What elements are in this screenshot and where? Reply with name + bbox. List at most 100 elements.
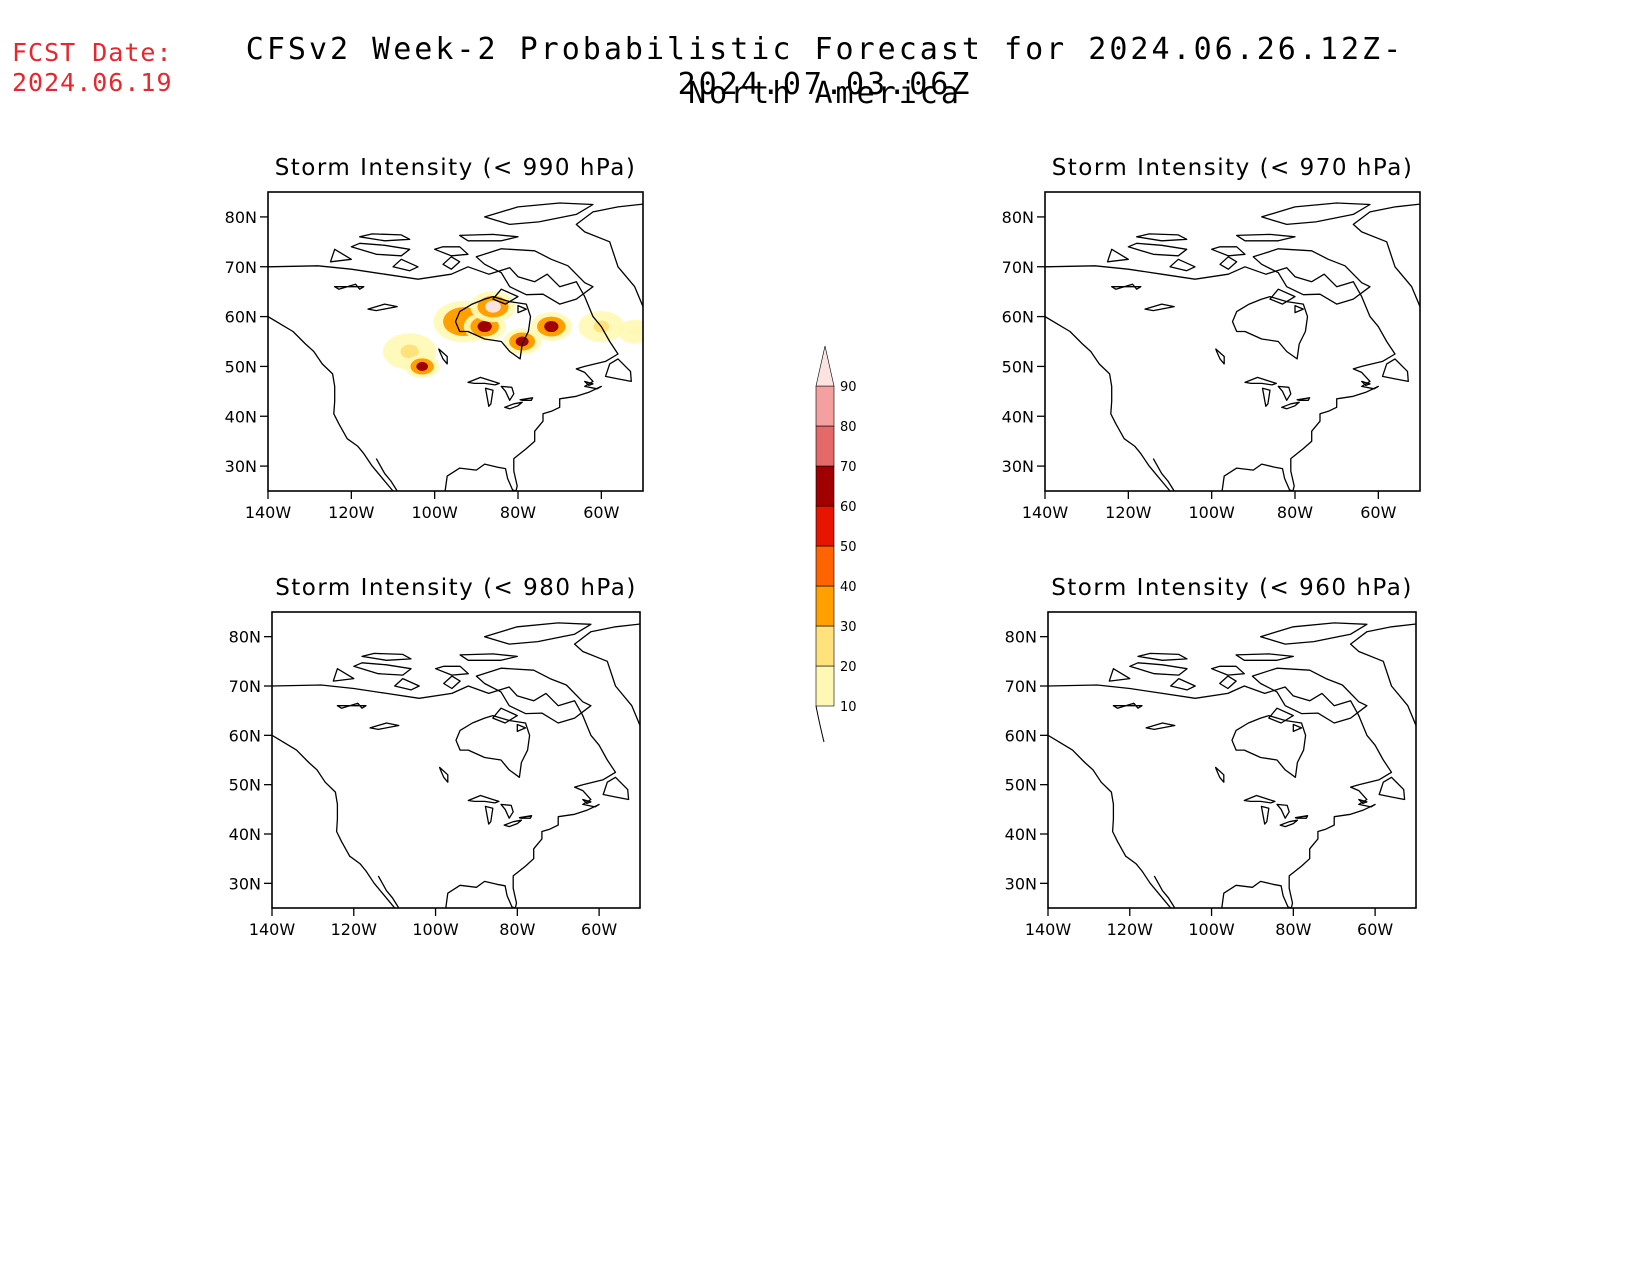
island-outline bbox=[459, 653, 518, 661]
panel-title: Storm Intensity (< 960 hPa) bbox=[1051, 575, 1413, 601]
island-outline bbox=[332, 668, 355, 682]
island-outline bbox=[1259, 622, 1368, 645]
island-outline bbox=[517, 304, 527, 314]
island-outline bbox=[329, 248, 352, 263]
page-subtitle: North America bbox=[688, 76, 962, 111]
lon-label: 140W bbox=[1022, 503, 1069, 522]
colorbar-label: 10 bbox=[840, 700, 857, 715]
lon-label: 120W bbox=[1105, 503, 1152, 522]
lake-outline bbox=[438, 348, 448, 365]
page-title: CFSv2 Week-2 Probabilistic Forecast for … bbox=[245, 32, 1405, 102]
island-outline bbox=[1236, 233, 1296, 242]
lat-label: 40N bbox=[1005, 825, 1037, 844]
prob-core bbox=[515, 336, 529, 347]
island-outline bbox=[1352, 203, 1420, 308]
lat-label: 30N bbox=[229, 874, 261, 893]
colorbar-segment bbox=[815, 425, 835, 467]
colorbar-label: 20 bbox=[840, 660, 857, 675]
coastline bbox=[375, 458, 398, 491]
island-outline bbox=[1127, 242, 1188, 257]
island-outline bbox=[434, 665, 469, 676]
lake-outline bbox=[1277, 385, 1292, 401]
island-outline bbox=[1210, 665, 1245, 676]
coastline bbox=[268, 265, 619, 491]
lon-label: 140W bbox=[249, 920, 296, 939]
lon-label: 80W bbox=[500, 503, 536, 522]
island-outline bbox=[1294, 304, 1304, 314]
lon-label: 100W bbox=[1188, 503, 1235, 522]
lake-outline bbox=[1144, 303, 1175, 312]
island-outline bbox=[1136, 233, 1188, 242]
map-panel-p990: Storm Intensity (< 990 hPa) 80N 70N 60N 50N 4… bbox=[225, 155, 644, 522]
island-outline bbox=[1349, 623, 1416, 727]
lake-outline bbox=[500, 803, 514, 819]
colorbar-label: 90 bbox=[840, 380, 857, 395]
lake-outline bbox=[500, 385, 515, 401]
island-outline bbox=[392, 258, 419, 272]
lake-outline bbox=[503, 819, 523, 828]
map-panel-p980: Storm Intensity (< 980 hPa) 80N 70N 60N 50N 4… bbox=[229, 575, 641, 939]
island-outline bbox=[573, 623, 640, 727]
island-outline bbox=[1219, 675, 1237, 690]
colorbar-label: 30 bbox=[840, 620, 857, 635]
island-outline bbox=[582, 798, 592, 805]
island-outline bbox=[1261, 202, 1371, 226]
prob-core bbox=[628, 327, 641, 337]
lake-outline bbox=[1276, 803, 1290, 819]
island-outline bbox=[584, 380, 594, 387]
island-outline bbox=[516, 723, 527, 733]
island-outline bbox=[1269, 288, 1296, 305]
colorbar-label: 50 bbox=[840, 540, 857, 555]
lake-outline bbox=[1296, 397, 1311, 401]
island-outline bbox=[1129, 662, 1188, 676]
colorbar-segment bbox=[815, 385, 835, 427]
lat-label: 80N bbox=[225, 208, 257, 227]
colorbar-segment bbox=[815, 665, 835, 707]
island-outline bbox=[1219, 256, 1238, 270]
lon-label: 80W bbox=[1275, 920, 1311, 939]
island-outline bbox=[483, 622, 592, 645]
island-outline bbox=[1381, 358, 1409, 383]
island-outline bbox=[434, 246, 469, 257]
lake-outline bbox=[1215, 348, 1225, 365]
lake-outline bbox=[1261, 387, 1271, 407]
lon-label: 120W bbox=[328, 503, 375, 522]
island-outline bbox=[394, 677, 420, 691]
forecast-date-block: FCST Date: 2024.06.19 bbox=[12, 38, 173, 98]
coastline bbox=[268, 316, 394, 491]
lake-outline bbox=[1244, 376, 1277, 386]
panel-frame bbox=[1044, 191, 1421, 492]
hudson-bay-outline bbox=[1231, 714, 1307, 778]
lake-outline bbox=[467, 376, 500, 386]
lake-outline bbox=[504, 401, 523, 410]
colorbar-segment bbox=[815, 505, 835, 547]
prob-core bbox=[400, 344, 419, 359]
island-outline bbox=[1358, 798, 1368, 805]
colorbar-segment bbox=[815, 545, 835, 587]
island-outline bbox=[359, 233, 411, 242]
panel-title: Storm Intensity (< 970 hPa) bbox=[1052, 155, 1414, 181]
island-outline bbox=[353, 662, 412, 676]
prob-core bbox=[477, 321, 492, 333]
colorbar-label: 70 bbox=[840, 460, 857, 475]
lake-outline bbox=[484, 805, 494, 825]
colorbar-bottom-tail bbox=[815, 705, 825, 743]
lat-label: 30N bbox=[225, 457, 257, 476]
lon-label: 60W bbox=[581, 920, 617, 939]
coastline bbox=[1045, 316, 1171, 491]
colorbar-segment bbox=[815, 585, 835, 627]
lat-label: 80N bbox=[1005, 628, 1037, 647]
lon-label: 140W bbox=[245, 503, 292, 522]
lake-outline bbox=[1260, 805, 1270, 825]
colorbar-label: 60 bbox=[840, 500, 857, 515]
lat-label: 40N bbox=[229, 825, 261, 844]
lon-label: 80W bbox=[499, 920, 535, 939]
lat-label: 60N bbox=[229, 726, 261, 745]
lat-label: 60N bbox=[1002, 308, 1034, 327]
lon-label: 100W bbox=[1188, 920, 1235, 939]
lake-outline bbox=[367, 303, 398, 312]
lon-label: 60W bbox=[1357, 920, 1393, 939]
island-outline bbox=[1235, 653, 1294, 661]
panel-frame bbox=[1047, 611, 1417, 909]
island-outline bbox=[475, 667, 592, 724]
